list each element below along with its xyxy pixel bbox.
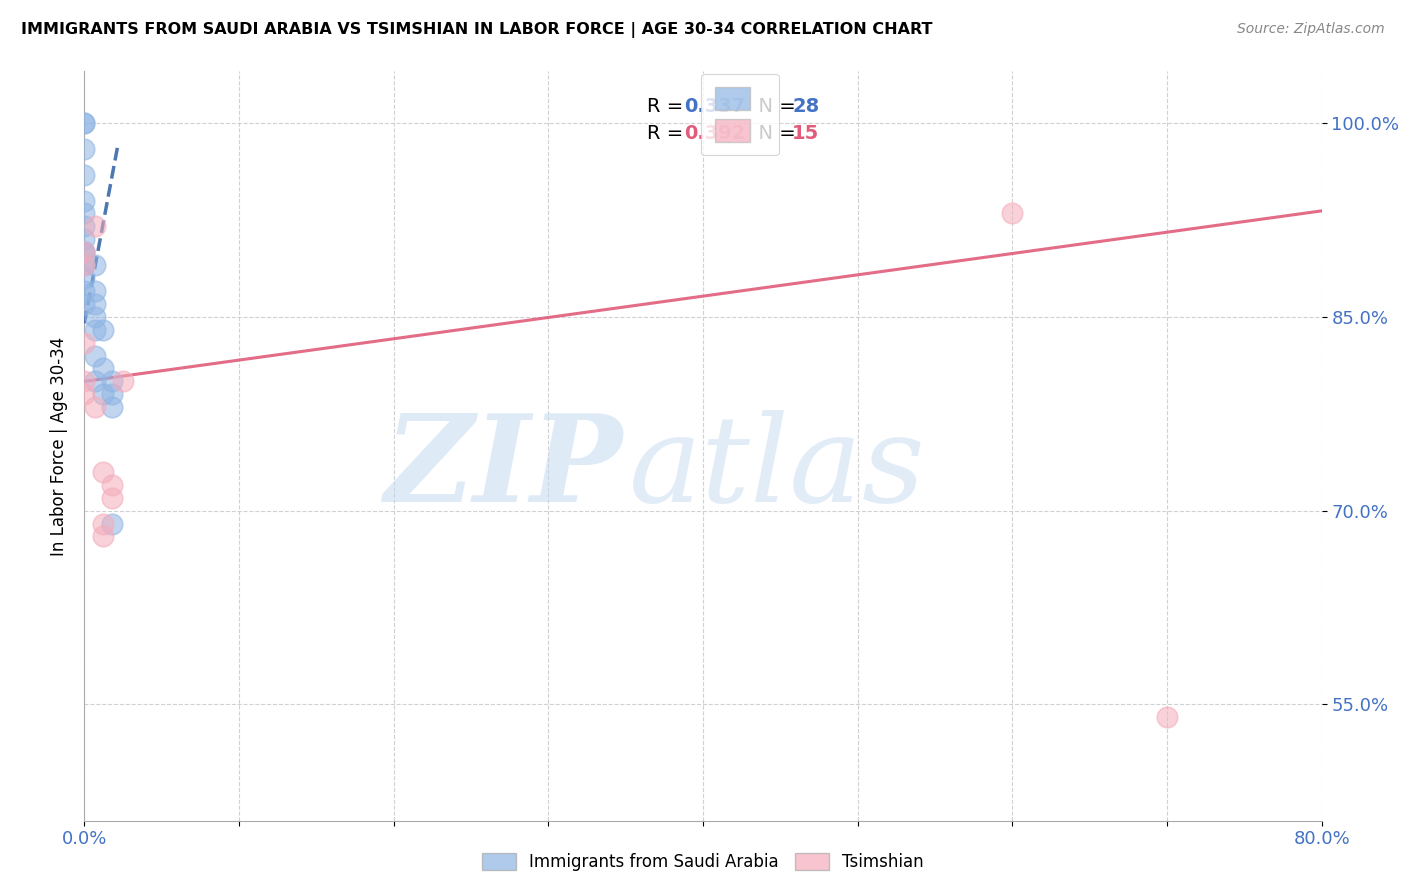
Text: N =: N = — [747, 97, 803, 116]
Point — [84, 375, 107, 389]
Text: ZIP: ZIP — [384, 409, 623, 528]
Point — [73, 375, 96, 389]
Point — [73, 232, 96, 246]
Point — [1001, 206, 1024, 220]
Text: 15: 15 — [792, 124, 820, 143]
Text: N =: N = — [747, 124, 803, 143]
Legend: Immigrants from Saudi Arabia, Tsimshian: Immigrants from Saudi Arabia, Tsimshian — [474, 845, 932, 880]
Point — [91, 323, 114, 337]
Point — [84, 297, 107, 311]
Point — [101, 516, 124, 531]
Point — [101, 387, 124, 401]
Text: R =: R = — [647, 124, 690, 143]
Legend:  ,  : , — [702, 73, 779, 155]
Point — [84, 349, 107, 363]
Point — [91, 516, 114, 531]
Point — [73, 258, 96, 272]
Point — [73, 258, 96, 272]
Point — [73, 245, 96, 260]
Point — [73, 116, 96, 130]
Point — [84, 323, 107, 337]
Point — [73, 168, 96, 182]
Text: IMMIGRANTS FROM SAUDI ARABIA VS TSIMSHIAN IN LABOR FORCE | AGE 30-34 CORRELATION: IMMIGRANTS FROM SAUDI ARABIA VS TSIMSHIA… — [21, 22, 932, 38]
Point — [101, 477, 124, 491]
Point — [91, 387, 114, 401]
Point — [73, 116, 96, 130]
Point — [91, 361, 114, 376]
Point — [73, 219, 96, 234]
Text: 28: 28 — [792, 97, 820, 116]
Point — [84, 284, 107, 298]
Point — [101, 375, 124, 389]
Point — [101, 401, 124, 415]
Point — [101, 491, 124, 505]
Point — [73, 271, 96, 285]
Text: atlas: atlas — [628, 409, 925, 527]
Point — [91, 465, 114, 479]
Point — [1156, 710, 1178, 724]
Point — [73, 142, 96, 156]
Text: 0.392: 0.392 — [685, 124, 745, 143]
Text: 0.337: 0.337 — [685, 97, 745, 116]
Point — [73, 245, 96, 260]
Text: Source: ZipAtlas.com: Source: ZipAtlas.com — [1237, 22, 1385, 37]
Point — [84, 219, 107, 234]
Point — [73, 335, 96, 350]
Y-axis label: In Labor Force | Age 30-34: In Labor Force | Age 30-34 — [49, 336, 67, 556]
Point — [73, 245, 96, 260]
Point — [84, 258, 107, 272]
Point — [84, 310, 107, 324]
Point — [73, 206, 96, 220]
Point — [112, 375, 135, 389]
Point — [73, 194, 96, 208]
Point — [73, 387, 96, 401]
Point — [73, 297, 96, 311]
Text: R =: R = — [647, 97, 690, 116]
Point — [91, 529, 114, 543]
Point — [84, 401, 107, 415]
Point — [73, 284, 96, 298]
